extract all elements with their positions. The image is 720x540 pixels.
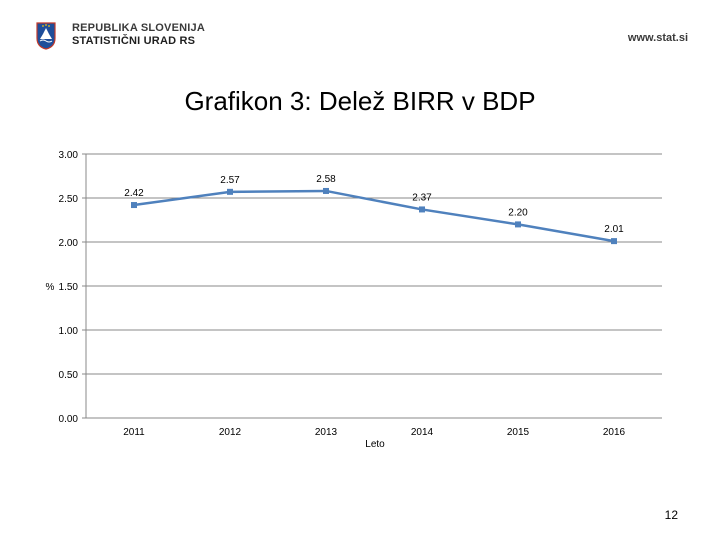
y-tick-label: 2.00 (59, 238, 79, 249)
y-tick-label: 0.50 (59, 370, 79, 381)
data-label: 2.20 (508, 207, 528, 218)
x-tick-label: 2011 (123, 427, 145, 438)
data-label: 2.57 (220, 175, 240, 186)
data-point (131, 202, 137, 209)
y-tick-label: 3.00 (59, 150, 79, 161)
x-tick-label: 2015 (507, 427, 530, 438)
y-axis-label: % (46, 282, 55, 293)
y-tick-label: 1.50 (59, 282, 79, 293)
series-line (133, 189, 615, 243)
slovenia-coat-of-arms-icon (36, 22, 56, 50)
data-point (323, 187, 329, 194)
y-tick-label: 2.50 (59, 194, 79, 205)
x-tick-label: 2013 (315, 427, 338, 438)
x-axis-label: Leto (365, 439, 385, 450)
page-number: 12 (664, 508, 678, 522)
x-tick-label: 2016 (603, 427, 626, 438)
data-label: 2.01 (604, 224, 624, 235)
data-label: 2.58 (316, 174, 336, 185)
website-url: www.stat.si (627, 32, 688, 44)
org-line-1: REPUBLIKA SLOVENIJA (72, 22, 205, 34)
slide-header: REPUBLIKA SLOVENIJA STATISTIČNI URAD RS … (0, 0, 720, 70)
organization-name: REPUBLIKA SLOVENIJA STATISTIČNI URAD RS (72, 22, 205, 48)
data-point (227, 188, 233, 195)
y-tick-label: 1.00 (59, 326, 79, 337)
x-tick-label: 2014 (411, 427, 434, 438)
x-tick-label: 2012 (219, 427, 242, 438)
data-point (419, 206, 425, 213)
data-point (611, 238, 617, 245)
y-tick-label: 0.00 (59, 414, 79, 425)
chart-title: Grafikon 3: Delež BIRR v BDP (184, 86, 536, 116)
data-label: 2.42 (124, 188, 144, 199)
data-point (515, 221, 521, 228)
org-line-2: STATISTIČNI URAD RS (72, 35, 196, 47)
data-label: 2.37 (412, 192, 432, 203)
